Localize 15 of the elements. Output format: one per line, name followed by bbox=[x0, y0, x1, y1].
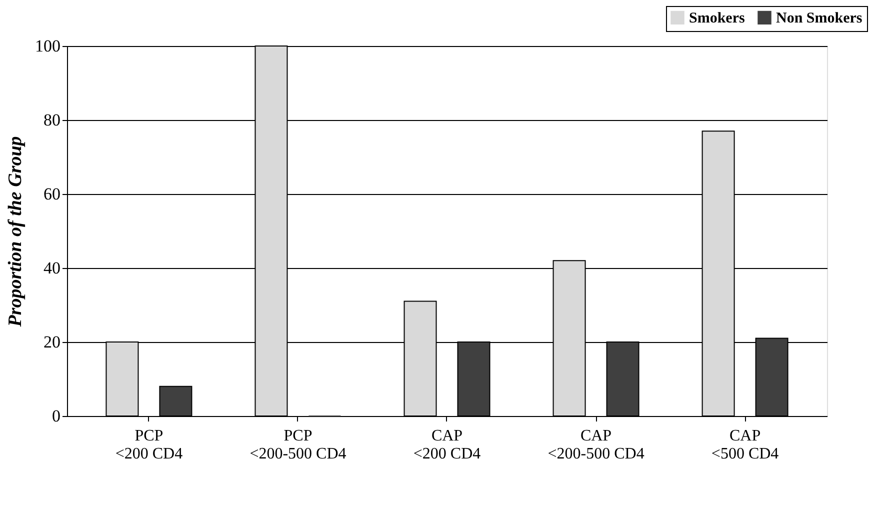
x-tick-label: CAP <200-500 CD4 bbox=[548, 428, 644, 462]
y-tick-label: 100 bbox=[35, 36, 60, 56]
y-tick-label: 20 bbox=[44, 332, 60, 352]
bar bbox=[159, 386, 192, 416]
y-axis-title: Proportion of the Group bbox=[5, 136, 26, 328]
legend-label: Non Smokers bbox=[776, 10, 862, 27]
x-tick-label: CAP <200 CD4 bbox=[413, 428, 481, 462]
legend-label: Smokers bbox=[689, 10, 745, 27]
x-tick-label: PCP <200 CD4 bbox=[115, 428, 183, 462]
x-tick-label: CAP <500 CD4 bbox=[711, 428, 779, 462]
x-tick-label: PCP <200-500 CD4 bbox=[250, 428, 346, 462]
y-tick-label: 0 bbox=[52, 406, 60, 426]
y-tick-label: 60 bbox=[44, 184, 60, 204]
y-tick-label: 80 bbox=[44, 110, 60, 130]
y-tick-label: 40 bbox=[44, 258, 60, 278]
